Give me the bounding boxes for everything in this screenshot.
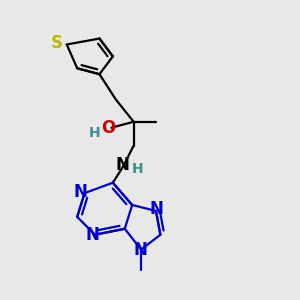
Text: H: H bbox=[89, 126, 101, 140]
Text: methyl stub: methyl stub bbox=[165, 119, 173, 120]
Text: O: O bbox=[101, 119, 115, 137]
Text: N: N bbox=[116, 156, 130, 174]
Text: S: S bbox=[50, 34, 62, 52]
Text: N: N bbox=[86, 226, 100, 244]
Text: N: N bbox=[134, 242, 147, 260]
Text: N: N bbox=[73, 183, 87, 201]
Text: N: N bbox=[150, 200, 164, 218]
Text: H: H bbox=[132, 162, 143, 176]
